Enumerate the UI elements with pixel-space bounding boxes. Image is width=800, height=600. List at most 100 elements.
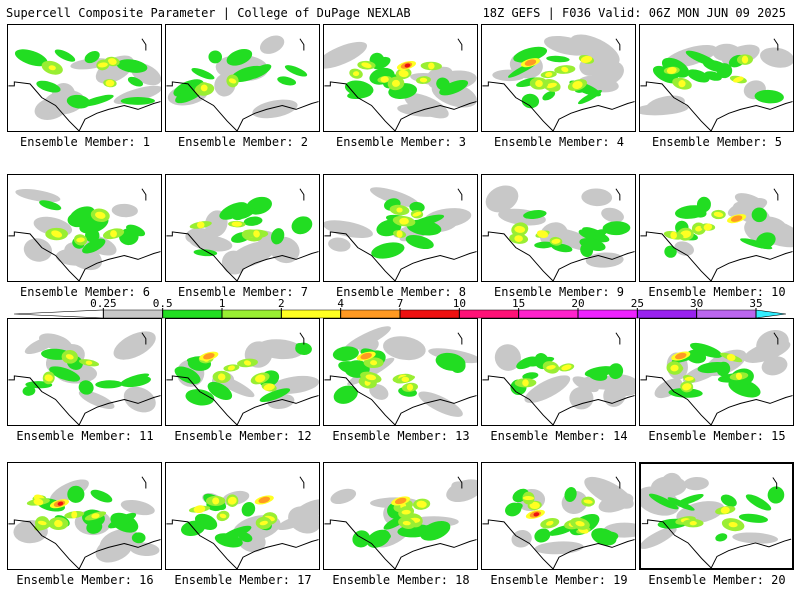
scp-contour [95,535,133,563]
coastline [482,519,635,569]
scp-contour [65,354,74,360]
colorbar-tick-label: 10 [453,297,466,310]
scp-contour [380,76,389,83]
scp-contour [24,335,59,355]
lake-outline [141,38,147,51]
scp-contour [713,211,724,218]
scp-map [8,188,161,281]
valid-time-header: 18Z GEFS | F036 Valid: 06Z MON JUN 09 20… [482,6,786,20]
scp-map [482,185,635,281]
scp-contour [207,381,233,401]
scp-contour [383,336,426,361]
scp-contour [185,227,212,245]
scp-contour [754,89,784,104]
scp-contour [745,494,772,511]
scp-contour [505,502,522,517]
scp-map [640,188,793,281]
scp-contour [413,524,433,536]
scp-contour [243,216,263,226]
lake-outline [457,332,463,345]
ensemble-member-label: Ensemble Member: 17 [174,573,312,587]
scp-contour [704,71,722,81]
scp-contour [344,80,374,97]
ensemble-member-panel[interactable] [7,174,162,282]
scp-map [482,332,635,425]
scp-contour [572,376,599,393]
scp-contour [581,188,613,207]
scp-contour [120,375,151,388]
ensemble-member-panel[interactable] [7,318,162,426]
scp-contour [674,241,694,256]
scp-contour [564,487,577,502]
ensemble-member-panel[interactable] [639,318,794,426]
colorbar-tick-label: 15 [512,297,525,310]
ensemble-member-panel[interactable] [481,24,636,132]
scp-contour [660,472,683,496]
scp-contour [524,59,537,66]
coastline [166,231,319,281]
ensemble-member-panel[interactable] [323,174,478,282]
scp-contour [49,366,81,382]
ensemble-member-panel[interactable] [7,24,162,132]
scp-map [166,332,319,425]
scp-contour [391,79,400,87]
ensemble-member-panel[interactable] [481,462,636,570]
lake-outline [299,332,305,345]
scp-contour [86,520,103,534]
scp-contour [127,76,144,87]
coastline [641,519,792,568]
colorbar-tick-label: 25 [631,297,644,310]
scp-map [324,38,477,131]
scp-contour [546,520,554,526]
scp-contour [277,76,297,86]
colorbar-tick-label: 4 [337,297,344,310]
scp-contour [371,242,405,259]
scp-contour [97,62,108,68]
ensemble-member-panel[interactable] [481,318,636,426]
ensemble-member-panel[interactable] [639,174,794,282]
colorbar-tick-label: 0.5 [153,297,173,310]
ensemble-member-panel[interactable] [7,462,162,570]
colorbar-segment [221,309,282,319]
scp-map [166,188,319,281]
coastline [640,231,793,281]
scp-contour [551,238,561,244]
scp-contour [243,360,252,366]
ensemble-member-panel[interactable] [165,318,320,426]
lake-outline [457,188,463,201]
ensemble-member-panel[interactable] [323,462,478,570]
scp-contour [200,84,208,92]
ensemble-member-label: Ensemble Member: 15 [648,429,786,443]
ensemble-member-label: Ensemble Member: 14 [490,429,628,443]
scp-map [640,38,793,131]
scp-contour [522,379,529,387]
scp-contour [534,241,555,249]
ensemble-member-panel[interactable] [323,318,478,426]
ensemble-member-panel[interactable] [639,462,794,570]
scp-contour [546,82,557,89]
scp-contour [726,353,736,361]
coastline [482,231,635,281]
colorbar-tick-label: 0.25 [90,297,117,310]
scp-map [324,476,477,569]
scp-contour [738,513,768,523]
ensemble-member-panel[interactable] [323,24,478,132]
ensemble-member-panel[interactable] [481,174,636,282]
ensemble-member-panel[interactable] [165,462,320,570]
scp-contour [640,102,689,116]
scp-contour [648,493,679,510]
scp-contour [608,363,624,380]
ensemble-member-panel[interactable] [165,24,320,132]
scp-contour [439,79,469,96]
ensemble-member-panel[interactable] [165,174,320,282]
scp-contour [76,237,85,243]
scp-contour [580,242,594,258]
ensemble-member-label: Ensemble Member: 13 [332,429,470,443]
colorbar-segment [103,309,163,319]
ensemble-member-label: Ensemble Member: 3 [335,135,467,149]
lake-outline [457,38,463,51]
scp-colorbar: 0.25 0.5 1 2 4 7 10 15 20 25 30 35 [14,297,786,319]
scp-contour [411,214,445,227]
scp-contour [221,525,252,541]
ensemble-member-panel[interactable] [639,24,794,132]
